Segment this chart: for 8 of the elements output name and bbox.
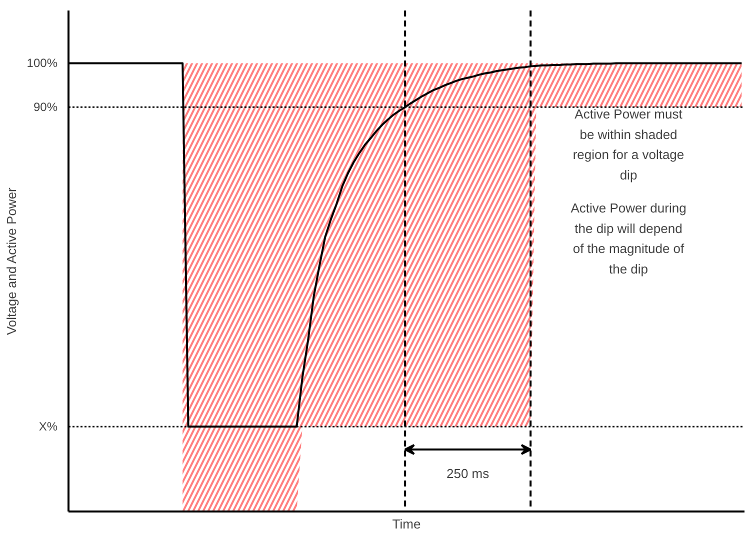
y-tick-label: 90%	[33, 100, 58, 114]
y-tick-label: 100%	[26, 56, 58, 70]
annotation: Active Power during the dip will depend of the magnitude of the dip	[570, 200, 686, 276]
x-axis-title: Time	[392, 516, 421, 532]
annotation: Active Power must be within shaded region for a voltage dip	[572, 106, 684, 182]
y-tick-label: X%	[38, 420, 58, 434]
annotation: 250 ms	[446, 466, 490, 481]
y-axis-title: Voltage and Active Power	[4, 186, 19, 336]
